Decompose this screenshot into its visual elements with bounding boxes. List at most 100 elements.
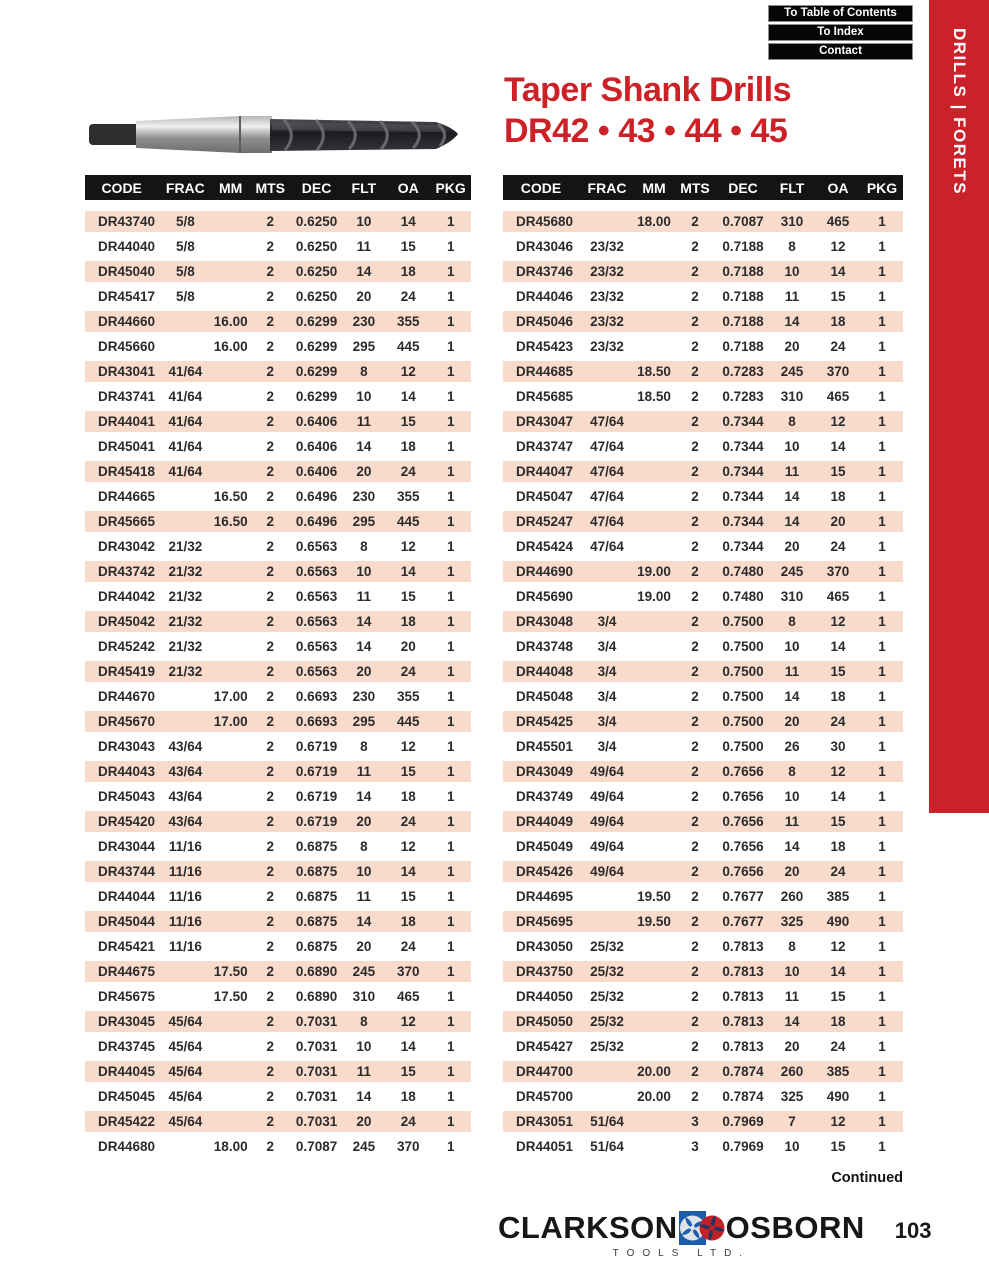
cell-mts: 2 xyxy=(266,839,275,854)
cell-code: DR43746 xyxy=(503,259,579,284)
table-row: DR43742 21/32 2 0.6563 10 14 1 xyxy=(85,559,471,584)
cell-oa: 465 xyxy=(815,209,861,234)
cell-dec: 0.6250 xyxy=(295,289,338,304)
nav-button-table-of-contents[interactable]: To Table of Contents xyxy=(768,5,913,22)
cell-mm xyxy=(635,984,673,1009)
cell-frac xyxy=(579,584,635,609)
cell-flt: 11 xyxy=(341,1059,387,1084)
cell-mm xyxy=(212,434,249,459)
cell-dec: 0.7656 xyxy=(717,759,769,784)
cell-flt: 10 xyxy=(341,859,387,884)
cell-pkg: 1 xyxy=(878,739,886,754)
col-header-mts: MTS xyxy=(255,179,286,196)
cell-flt: 11 xyxy=(769,659,815,684)
cell-mts: 2 xyxy=(266,689,275,704)
cell-pkg: 1 xyxy=(861,459,903,484)
cell-code: DR43051 xyxy=(503,1109,579,1134)
cell-dec: 0.7480 xyxy=(722,589,764,604)
cell-flt: 14 xyxy=(356,439,372,454)
cell-mts: 2 xyxy=(249,859,292,884)
table-row: DR43748 3/4 2 0.7500 10 14 1 xyxy=(503,634,903,659)
cell-mm xyxy=(212,809,250,834)
cell-mts: 2 xyxy=(266,989,275,1004)
cell-code: DR44665 xyxy=(98,489,156,504)
cell-code: DR45042 xyxy=(85,609,159,634)
cell-code: DR43747 xyxy=(516,439,574,454)
cell-mm xyxy=(635,1134,673,1159)
cell-oa: 465 xyxy=(396,989,420,1004)
cell-dec: 0.7188 xyxy=(717,309,769,334)
cell-dec: 0.7344 xyxy=(717,509,769,534)
cell-dec: 0.7344 xyxy=(717,459,769,484)
cell-mts: 2 xyxy=(691,689,699,704)
cell-mts: 2 xyxy=(249,909,292,934)
cell-oa: 15 xyxy=(400,239,416,254)
cell-oa: 385 xyxy=(815,1059,861,1084)
cell-frac: 45/64 xyxy=(158,1009,213,1034)
cell-pkg: 1 xyxy=(861,509,903,534)
cell-frac: 49/64 xyxy=(590,789,624,804)
cell-mts: 2 xyxy=(266,939,275,954)
cell-mts: 2 xyxy=(691,589,699,604)
cell-mts: 2 xyxy=(266,239,275,254)
cell-dec: 0.7188 xyxy=(722,289,764,304)
cell-frac: 5/8 xyxy=(175,289,195,304)
cell-mm xyxy=(212,909,250,934)
cell-flt: 8 xyxy=(360,839,368,854)
section-tab-label: DRILLS | FORETS xyxy=(950,28,969,196)
cell-mts: 2 xyxy=(266,1089,275,1104)
cell-oa: 12 xyxy=(386,1009,431,1034)
cell-frac xyxy=(579,1059,635,1084)
cell-pkg: 1 xyxy=(430,209,471,234)
cell-mts: 2 xyxy=(249,709,292,734)
cell-mm xyxy=(635,959,673,984)
cell-dec: 0.6693 xyxy=(291,709,342,734)
table-row: DR45675 17.50 2 0.6890 310 465 1 xyxy=(85,984,471,1009)
cell-mm xyxy=(635,834,673,859)
cell-pkg: 1 xyxy=(446,789,455,804)
cell-frac: 11/16 xyxy=(158,859,213,884)
table-row: DR44049 49/64 2 0.7656 11 15 1 xyxy=(503,809,903,834)
cell-pkg: 1 xyxy=(878,239,886,254)
cell-code: DR44670 xyxy=(98,689,156,704)
cell-flt: 295 xyxy=(341,509,387,534)
nav-button-contact[interactable]: Contact xyxy=(768,43,913,60)
cell-oa: 24 xyxy=(400,939,416,954)
cell-mm xyxy=(212,1109,250,1134)
cell-flt: 230 xyxy=(352,689,376,704)
table-row: DR45501 3/4 2 0.7500 26 30 1 xyxy=(503,734,903,759)
col-header-oa: OA xyxy=(397,179,419,196)
cell-flt: 11 xyxy=(784,289,800,304)
cell-dec: 0.6693 xyxy=(295,689,338,704)
cell-dec: 0.7031 xyxy=(291,1059,342,1084)
col-header-flt: FLT xyxy=(351,179,377,196)
cell-mm xyxy=(635,609,673,634)
cell-code: DR45422 xyxy=(85,1109,159,1134)
cell-code: DR44046 xyxy=(516,289,574,304)
cell-mts: 2 xyxy=(691,289,699,304)
cell-mts: 2 xyxy=(673,909,717,934)
table-row: DR45420 43/64 2 0.6719 20 24 1 xyxy=(85,809,471,834)
cell-oa: 15 xyxy=(830,289,846,304)
cell-code: DR44685 xyxy=(503,359,579,384)
cell-pkg: 1 xyxy=(446,439,455,454)
table-row: DR45423 23/32 2 0.7188 20 24 1 xyxy=(503,334,903,359)
cell-dec: 0.6250 xyxy=(295,239,338,254)
table-row: DR45421 11/16 2 0.6875 20 24 1 xyxy=(85,934,471,959)
cell-flt: 10 xyxy=(356,1039,372,1054)
table-row: DR45427 25/32 2 0.7813 20 24 1 xyxy=(503,1034,903,1059)
table-row: DR45695 19.50 2 0.7677 325 490 1 xyxy=(503,909,903,934)
cell-oa: 15 xyxy=(386,1059,431,1084)
continued-note: Continued xyxy=(831,1170,903,1186)
nav-button-index[interactable]: To Index xyxy=(768,24,913,41)
cell-flt: 10 xyxy=(356,389,372,404)
cell-code: DR43049 xyxy=(503,759,579,784)
table-row: DR45048 3/4 2 0.7500 14 18 1 xyxy=(503,684,903,709)
cell-mts: 2 xyxy=(673,609,717,634)
cell-mts: 2 xyxy=(249,409,292,434)
cell-mm xyxy=(635,759,673,784)
cell-oa: 14 xyxy=(830,639,846,654)
table-row: DR44048 3/4 2 0.7500 11 15 1 xyxy=(503,659,903,684)
cell-frac: 5/8 xyxy=(175,239,195,254)
cell-flt: 260 xyxy=(769,1059,815,1084)
